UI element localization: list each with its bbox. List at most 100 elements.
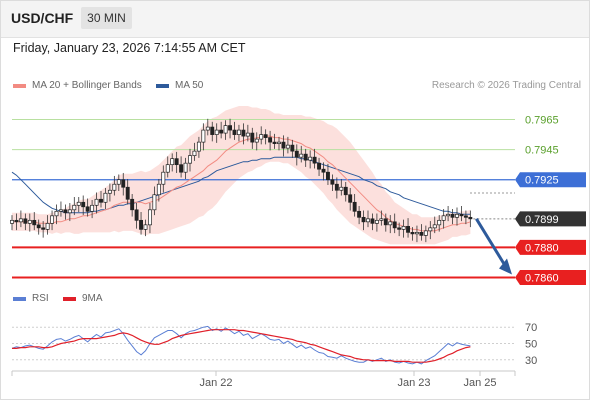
candle-body <box>143 224 148 230</box>
candle-body <box>428 227 433 232</box>
legend-rsi: RSI <box>13 293 49 304</box>
ma20-legend-label: MA 20 + Bollinger Bands <box>32 80 142 91</box>
candle-body <box>228 125 232 131</box>
candle-body <box>232 129 237 135</box>
candle-body <box>205 126 210 131</box>
candle-body <box>334 183 339 191</box>
candle-body <box>263 134 268 138</box>
level-label-0.7860: 0.7860 <box>525 272 559 284</box>
candle-body <box>268 137 273 143</box>
candle-body <box>130 198 135 211</box>
candle-body <box>277 141 281 144</box>
candle-body <box>45 222 50 230</box>
candle-body <box>397 227 402 230</box>
level-label-0.7899: 0.7899 <box>525 214 559 226</box>
candle-body <box>339 186 344 191</box>
candle-body <box>210 126 215 135</box>
candle-body <box>174 158 179 166</box>
candle-body <box>388 221 393 226</box>
candle-body <box>188 155 192 164</box>
candle-body <box>379 218 384 221</box>
candle-body <box>201 129 206 143</box>
candle-body <box>223 125 228 134</box>
x-tick-label: Jan 22 <box>199 377 232 389</box>
candle-body <box>285 144 290 149</box>
candle-body <box>330 179 335 185</box>
x-tick-label: Jan 23 <box>397 377 430 389</box>
level-label-0.7945: 0.7945 <box>525 145 559 157</box>
candle-body <box>383 218 388 226</box>
credit-label: Research © 2026 Trading Central <box>431 80 581 91</box>
legend-ma9: 9MA <box>63 293 103 304</box>
bollinger-band <box>12 106 471 245</box>
candle-body <box>468 216 473 220</box>
candle-body <box>281 141 286 149</box>
candle-body <box>352 201 357 212</box>
level-box-0.7899 <box>515 211 586 227</box>
candle-body <box>450 213 455 218</box>
candle-body <box>392 221 397 229</box>
candle-body <box>366 218 370 223</box>
legend-ma20: MA 20 + Bollinger Bands <box>13 80 142 91</box>
candle-body <box>419 232 424 236</box>
candle-body <box>152 194 157 211</box>
legend-ma50: MA 50 <box>156 80 203 91</box>
candle-body <box>32 219 37 226</box>
candle-body <box>58 209 63 212</box>
candle-body <box>36 224 41 229</box>
candle-body <box>459 213 464 217</box>
candle-body <box>272 141 277 144</box>
candle-body <box>148 209 152 226</box>
candle-body <box>67 209 72 214</box>
x-tick-label: Jan 25 <box>463 377 496 389</box>
candle-body <box>308 156 313 161</box>
candle-body <box>317 162 322 170</box>
candle-body <box>179 164 184 173</box>
candle-body <box>10 219 14 224</box>
datetime-label: Friday, January 23, 2026 7:14:55 AM CET <box>13 41 246 55</box>
candle-body <box>446 213 451 217</box>
candle-body <box>27 219 32 224</box>
candle-body <box>85 206 90 212</box>
level-label-0.7925: 0.7925 <box>525 175 559 187</box>
candle-body <box>321 168 326 173</box>
rsi-line <box>11 325 471 365</box>
candle-body <box>192 150 197 157</box>
candle-body <box>250 132 255 143</box>
candle-body <box>374 219 379 224</box>
candle-body <box>441 215 446 221</box>
candle-body <box>165 164 170 173</box>
candle-body <box>54 210 59 217</box>
candle-body <box>76 201 81 206</box>
symbol-label: USD/CHF <box>11 10 74 26</box>
candle-body <box>348 194 353 203</box>
candle-body <box>112 183 117 191</box>
candle-body <box>90 204 95 212</box>
candle-body <box>94 198 99 206</box>
candle-body <box>134 209 139 221</box>
candle-body <box>241 129 246 137</box>
candle-body <box>294 150 299 158</box>
ma50-swatch <box>156 83 169 88</box>
candle-body <box>81 201 86 208</box>
candle-body <box>463 215 468 218</box>
level-label-0.7965: 0.7965 <box>525 115 559 127</box>
candle-body <box>299 153 304 158</box>
candle-body <box>116 179 121 185</box>
candle-body <box>18 218 23 223</box>
candle-body <box>245 132 250 137</box>
candle-body <box>23 218 28 224</box>
rsi-tick-30: 30 <box>525 355 537 367</box>
candles <box>10 118 473 243</box>
candle-body <box>432 224 437 229</box>
timeframe-button[interactable]: 30 MIN <box>81 7 132 29</box>
candle-body <box>219 129 224 134</box>
candle-body <box>99 198 103 203</box>
candle-body <box>437 219 442 226</box>
candle-body <box>161 171 166 185</box>
candle-body <box>156 183 161 196</box>
candle-body <box>63 209 68 214</box>
ma9-swatch <box>63 296 76 301</box>
candle-body <box>406 225 411 233</box>
candle-body <box>103 192 108 203</box>
